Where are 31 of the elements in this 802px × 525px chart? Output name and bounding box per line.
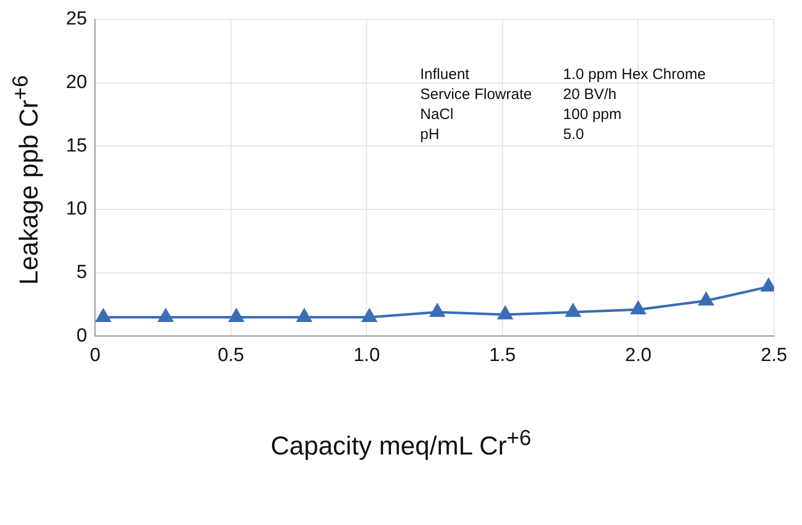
annotation: 20 BV/h xyxy=(563,86,617,104)
y-tick-label: 0 xyxy=(76,325,88,346)
x-tick-label: 0.5 xyxy=(218,344,244,366)
point xyxy=(158,308,174,322)
point xyxy=(630,301,646,314)
annotation: 100 ppm xyxy=(563,106,622,124)
y-tick-label: 20 xyxy=(66,72,88,93)
x-tick-label: 0 xyxy=(90,344,100,366)
annotation: pH xyxy=(420,126,440,144)
point xyxy=(430,304,445,317)
point xyxy=(698,292,714,306)
point xyxy=(566,304,580,317)
y-tick-label: 25 xyxy=(66,8,88,30)
point xyxy=(96,308,111,322)
x-tick-label: 1.5 xyxy=(489,344,516,366)
annotation: Influent xyxy=(420,66,470,84)
x-tick-label: 1.0 xyxy=(353,344,380,366)
y-tick-label: 10 xyxy=(66,198,88,220)
point xyxy=(498,306,512,320)
point xyxy=(296,308,312,322)
x-tick-label: 2.0 xyxy=(625,344,652,366)
x-tick-label: 2.5 xyxy=(760,344,788,366)
annotation: NaCl xyxy=(420,106,454,124)
y-tick-label: 15 xyxy=(66,135,88,156)
annotation: Service Flowrate xyxy=(420,86,532,104)
annotation: 1.0 ppm Hex Chrome xyxy=(563,66,706,84)
annotation: 5.0 xyxy=(563,126,584,144)
point xyxy=(229,308,244,322)
point xyxy=(362,308,377,322)
x-axis-title: Capacity meq/mL Cr$^{+6}$ xyxy=(270,425,532,462)
y-tick-label: 5 xyxy=(76,262,88,284)
